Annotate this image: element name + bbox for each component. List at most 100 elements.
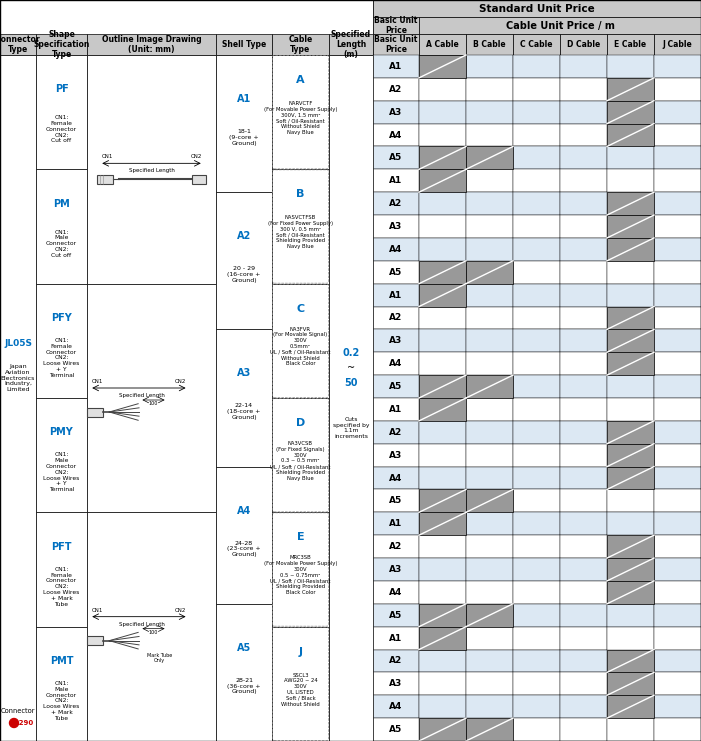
Bar	[466, 147, 513, 170]
Bar	[513, 604, 560, 627]
Bar	[466, 512, 513, 535]
Bar	[419, 444, 466, 467]
Bar	[419, 581, 466, 604]
Bar	[607, 650, 654, 672]
Text: A3: A3	[389, 107, 402, 116]
Text: PF: PF	[55, 84, 69, 94]
Bar	[654, 147, 701, 170]
Bar	[419, 170, 466, 192]
Bar	[419, 215, 466, 238]
Text: A2: A2	[389, 542, 402, 551]
Bar	[654, 650, 701, 672]
Bar	[513, 695, 560, 718]
Bar	[654, 307, 701, 330]
Circle shape	[10, 719, 18, 728]
Bar	[654, 261, 701, 284]
Bar	[560, 375, 607, 398]
Bar	[513, 627, 560, 650]
Bar	[607, 375, 654, 398]
Text: CN1: CN1	[91, 379, 102, 384]
Bar	[560, 421, 607, 444]
Text: NARVCТF
(For Movable Power Supply)
300V, 1.5 mm²
Soft / Oil-Resistant
Without Sh: NARVCТF (For Movable Power Supply) 300V,…	[264, 101, 337, 135]
Text: B: B	[297, 190, 305, 199]
Text: Cable
Type: Cable Type	[288, 35, 313, 54]
Text: CN1:
Female
Connector
CN2:
Loose Wires
+ Y
Terminal: CN1: Female Connector CN2: Loose Wires +…	[43, 338, 80, 378]
Bar	[654, 101, 701, 124]
Bar	[513, 101, 560, 124]
Bar	[560, 627, 607, 650]
Bar	[373, 398, 419, 421]
Bar	[466, 650, 513, 672]
Text: A5: A5	[389, 611, 402, 619]
Text: A5: A5	[389, 268, 402, 276]
Bar	[607, 284, 654, 307]
Text: PM: PM	[53, 199, 70, 209]
Bar	[373, 17, 419, 34]
Bar	[466, 352, 513, 375]
Text: Connector
Type: Connector Type	[0, 35, 41, 54]
Text: .290: .290	[16, 720, 34, 726]
Bar	[36, 170, 87, 284]
Bar	[419, 284, 466, 307]
Bar	[654, 535, 701, 558]
Bar	[466, 284, 513, 307]
Text: CN1:
Male
Connector
CN2:
Loose Wires
+ Y
Terminal: CN1: Male Connector CN2: Loose Wires + Y…	[43, 453, 80, 492]
Text: A3: A3	[389, 451, 402, 459]
Bar	[654, 170, 701, 192]
Bar	[654, 284, 701, 307]
Bar	[373, 101, 419, 124]
Bar	[87, 55, 216, 284]
Bar	[513, 284, 560, 307]
Text: 0.2: 0.2	[342, 348, 360, 358]
Bar	[272, 170, 329, 284]
Bar	[466, 581, 513, 604]
Bar	[654, 581, 701, 604]
Bar	[513, 558, 560, 581]
Text: J Cable: J Cable	[662, 40, 693, 49]
Bar	[87, 34, 216, 55]
Bar	[466, 124, 513, 147]
Text: B Cable: B Cable	[473, 40, 506, 49]
Text: A3: A3	[389, 679, 402, 688]
Bar	[373, 512, 419, 535]
Text: A3: A3	[389, 336, 402, 345]
Bar	[607, 78, 654, 101]
Text: 50: 50	[344, 378, 358, 388]
Bar	[373, 170, 419, 192]
Text: Basic Unit
Price: Basic Unit Price	[374, 35, 418, 54]
Bar	[373, 352, 419, 375]
Bar	[191, 175, 205, 184]
Bar	[654, 467, 701, 490]
Bar	[88, 637, 103, 645]
Bar	[419, 375, 466, 398]
Bar	[419, 34, 466, 55]
Text: Outline Image Drawing
(Unit: mm): Outline Image Drawing (Unit: mm)	[102, 35, 201, 54]
Bar	[607, 261, 654, 284]
Bar	[560, 512, 607, 535]
Bar	[560, 261, 607, 284]
Text: A2: A2	[389, 199, 402, 208]
Bar	[419, 78, 466, 101]
Bar	[36, 512, 87, 627]
Bar	[419, 535, 466, 558]
Bar	[560, 535, 607, 558]
Bar	[0, 55, 36, 741]
Bar	[373, 490, 419, 512]
Bar	[419, 490, 466, 512]
Text: A4: A4	[389, 588, 402, 597]
Bar	[373, 284, 419, 307]
Bar	[216, 467, 272, 604]
Bar	[607, 215, 654, 238]
Bar	[654, 398, 701, 421]
Bar	[373, 147, 419, 170]
Bar	[654, 375, 701, 398]
Bar	[373, 718, 419, 741]
Text: CN1:
Male
Connector
CN2:
Loose Wires
+ Mark
Tube: CN1: Male Connector CN2: Loose Wires + M…	[43, 681, 80, 721]
Bar	[654, 192, 701, 215]
Bar	[607, 307, 654, 330]
Bar	[419, 421, 466, 444]
Bar	[466, 215, 513, 238]
Bar	[373, 467, 419, 490]
Bar	[466, 78, 513, 101]
Bar	[216, 604, 272, 741]
